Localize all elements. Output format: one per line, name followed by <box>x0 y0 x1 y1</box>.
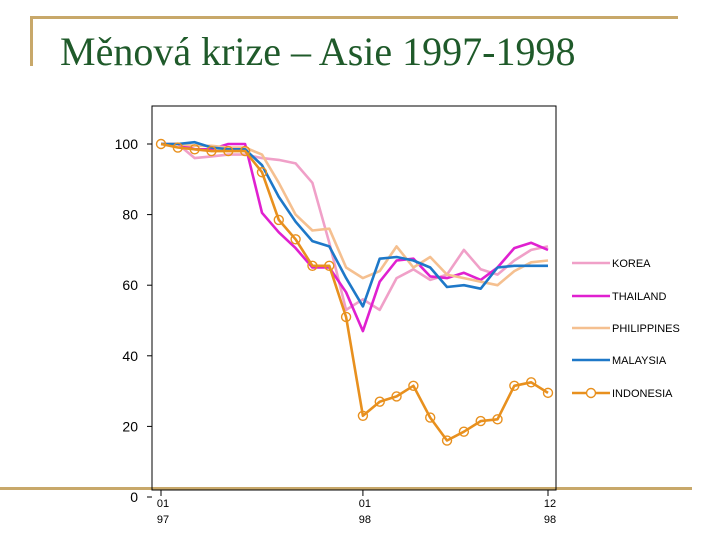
series-line-indonesia <box>160 142 549 442</box>
series-point-indonesia <box>340 311 352 323</box>
series-point-indonesia <box>408 380 419 392</box>
series-point-indonesia <box>206 145 217 157</box>
x-tick-label: 97 <box>157 514 169 526</box>
legend-label-korea: KOREA <box>612 258 651 270</box>
series-line-korea <box>161 142 549 312</box>
series-line-philippines <box>161 142 549 287</box>
slide-bottom-rule <box>0 487 692 490</box>
x-tick-label: 98 <box>544 514 556 526</box>
series-point-indonesia <box>525 377 537 388</box>
x-tick-label: 01 <box>359 498 371 510</box>
series-point-indonesia <box>189 144 200 155</box>
y-tick-label: 60 <box>122 277 138 293</box>
series-point-indonesia <box>256 167 268 178</box>
series-point-indonesia <box>542 387 554 399</box>
legend-label-malaysia: MALAYSIA <box>612 355 667 367</box>
series-point-indonesia <box>357 410 369 422</box>
series-point-indonesia <box>324 260 335 271</box>
series-point-indonesia <box>391 391 402 402</box>
y-tick-label: 80 <box>122 207 138 223</box>
series-point-indonesia <box>172 142 184 153</box>
y-tick-label: 20 <box>122 418 138 434</box>
series-point-indonesia <box>425 412 436 423</box>
slide-frame-vertical-rule <box>30 16 33 66</box>
legend-label-indonesia: INDONESIA <box>612 388 673 400</box>
series-point-indonesia <box>290 234 301 245</box>
y-tick-label: 40 <box>122 348 138 364</box>
y-tick-label: 0 <box>130 489 138 505</box>
x-tick-label: 01 <box>157 498 169 510</box>
series-point-indonesia <box>374 396 385 407</box>
series-point-indonesia <box>273 214 284 226</box>
x-tick-label: 12 <box>544 498 556 510</box>
series-point-indonesia <box>492 414 503 425</box>
x-tick-label: 98 <box>359 514 371 526</box>
legend-marker-indonesia <box>585 387 597 399</box>
slide-title: Měnová krize – Asie 1997-1998 <box>60 29 576 74</box>
series-point-indonesia <box>509 380 520 392</box>
legend-label-thailand: THAILAND <box>612 291 666 303</box>
series-point-indonesia <box>223 145 234 157</box>
series-line-malaysia <box>161 140 548 308</box>
series-point-indonesia <box>441 435 453 446</box>
series-point-indonesia <box>307 260 318 271</box>
series-point-indonesia <box>475 415 486 427</box>
slide-frame-horizontal-rule <box>30 16 678 19</box>
plot-area-frame <box>151 105 557 491</box>
series-point-indonesia <box>458 426 470 437</box>
y-tick-label: 100 <box>115 136 139 152</box>
series-point-indonesia <box>155 138 167 150</box>
series-line-thailand <box>161 142 549 333</box>
series-point-indonesia <box>239 145 251 157</box>
legend-label-philippines: PHILIPPINES <box>612 323 680 335</box>
